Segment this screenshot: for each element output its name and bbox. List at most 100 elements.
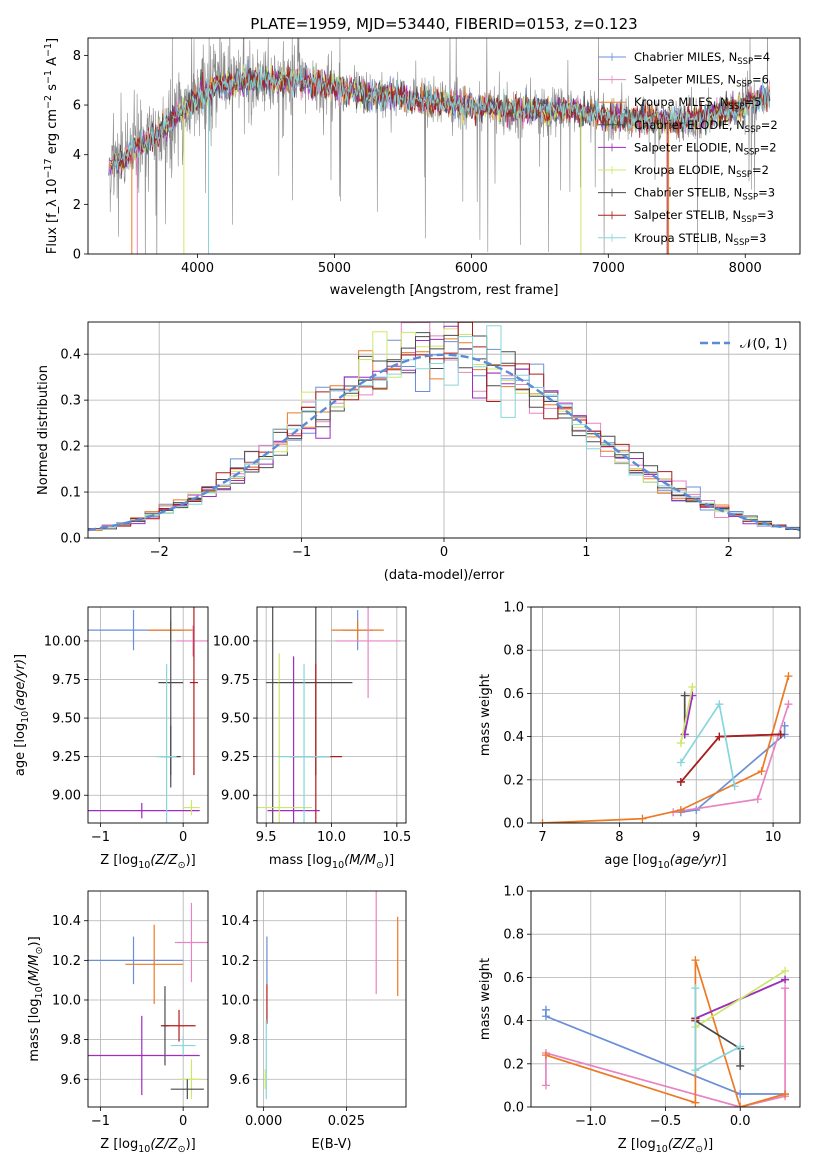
weight-marker-salpeter_miles: [753, 795, 762, 804]
weight-marker-kroupa_miles: [538, 819, 547, 823]
age_vs_mass-xtick-label: 10.0: [317, 830, 346, 845]
age_vs_Z-axes: −1 0 9.00 9.25 9.50 9.75 10.00 Z [log10​(Z/Z⊙​)…: [13, 606, 209, 871]
mass_vs_Z-frame: [87, 890, 209, 1108]
legend-label: Salpeter MILES, NSSP=6: [634, 73, 769, 90]
spectrum-xtick-label: 8000: [729, 261, 762, 276]
weight-marker-salpeter_stelib: [715, 732, 724, 741]
weight-marker-salpeter_elodie: [688, 691, 697, 700]
age_vs_mass-ytick-label: 9.75: [221, 673, 250, 688]
legend-label: Kroupa MILES, NSSP=5: [634, 95, 761, 112]
weight_vs_age-ytick-label: 0.6: [503, 687, 524, 702]
weight-marker-kroupa_miles: [784, 672, 793, 681]
mass_vs_Z-xtick-label: −1: [91, 1114, 110, 1129]
spectrum-xtick-label: 4000: [181, 261, 214, 276]
weight_vs_age-xlabel: age [log10​(age/yr)]: [604, 853, 726, 871]
weight-marker-kroupa_miles: [757, 767, 766, 776]
weight-marker-kroupa_elodie: [781, 966, 790, 975]
weight-marker-salpeter_miles: [781, 984, 790, 993]
mass_vs_ebv-ytick-label: 10.0: [221, 993, 250, 1008]
age_vs_Z-ytick-label: 9.50: [52, 712, 81, 727]
weight-marker-chabrier_stelib: [736, 1061, 745, 1070]
weight-marker-kroupa_miles: [541, 1051, 550, 1060]
residuals-legend-label: 𝒩(0, 1): [740, 337, 787, 352]
weight_vs_age-ylabel: mass weight: [478, 674, 493, 756]
residuals-plot-area: [88, 322, 800, 532]
legend-label: Chabrier MILES, NSSP=4: [634, 50, 770, 67]
legend-label: Salpeter STELIB, NSSP=3: [634, 208, 774, 225]
weight_vs_Z-xlabel: Z [log10​(Z/Z⊙​)]: [618, 1137, 713, 1155]
mass_vs_Z-xlabel: Z [log10​(Z/Z⊙​)]: [100, 1137, 195, 1155]
age_vs_mass-xtick-label: 10.5: [382, 830, 411, 845]
age_vs_mass-ytick-label: 9.25: [221, 750, 250, 765]
spectrum-xtick-label: 6000: [455, 261, 488, 276]
legend-label: Kroupa ELODIE, NSSP=2: [634, 163, 769, 180]
age_vs_Z-ytick-label: 9.00: [52, 789, 81, 804]
spectrum-ytick-label: 0: [73, 248, 81, 263]
mass_vs_Z-ytick-label: 9.6: [60, 1073, 81, 1088]
spectrum-axes: 4000 5000 6000 7000 8000 0 2 4 6 8 wavelength [Ang…: [43, 37, 801, 298]
weight-marker-kroupa_stelib: [691, 1066, 700, 1075]
weight-marker-salpeter_miles: [784, 700, 793, 709]
residuals-ytick-label: 0.3: [60, 394, 81, 409]
weight-marker-kroupa_stelib: [691, 984, 700, 993]
weight_vs_Z-ylabel: mass weight: [478, 958, 493, 1040]
weight_vs_age-ytick-label: 0.4: [503, 730, 524, 745]
mass_vs_ebv-axes: 0.000 0.025 9.6 9.8 10.0 10.2 10.4 E(B-V): [221, 890, 407, 1152]
weight-marker-salpeter_miles: [541, 1081, 550, 1090]
weight-marker-kroupa_miles: [736, 1103, 745, 1107]
weight_vs_age-ytick-label: 0.2: [503, 773, 524, 788]
weight_vs_age-ytick-label: 1.0: [503, 601, 524, 616]
residuals-axes: −2 −1 0 1 2 0.0 0.1 0.2 0.3 0.4 𝒩(0, 1) (data-model…: [36, 321, 801, 583]
mass_vs_ebv-xlabel: E(B-V): [311, 1137, 351, 1152]
age_vs_mass-xlabel: mass [log10​(M/M⊙​)]: [269, 853, 394, 871]
weight-marker-kroupa_miles: [691, 956, 700, 965]
weight_vs_age-xtick-label: 8: [615, 830, 623, 845]
weight_vs_age-ytick-label: 0.8: [503, 644, 524, 659]
age_vs_mass-ytick-label: 9.00: [221, 789, 250, 804]
mass_vs_ebv-ytick-label: 9.8: [229, 1033, 250, 1048]
weight-line-salpeter_miles: [545, 988, 786, 1107]
weight-marker-kroupa_stelib: [676, 758, 685, 767]
mass_vs_Z-xtick-label: 0: [179, 1114, 187, 1129]
mass_vs_ebv-ytick-label: 10.2: [221, 954, 250, 969]
residuals-xtick-label: 2: [725, 545, 733, 560]
mass_vs_Z-ytick-label: 10.4: [52, 914, 81, 929]
residuals-xtick-label: −2: [150, 545, 169, 560]
spectrum-frame: [87, 37, 801, 255]
residuals-xtick-label: −1: [292, 545, 311, 560]
spectrum-xtick-label: 7000: [592, 261, 625, 276]
residuals-ytick-label: 0.0: [60, 532, 81, 547]
age_vs_Z-frame: [87, 606, 209, 824]
weight-marker-kroupa_elodie: [688, 682, 697, 691]
spectrum-plot-area: [108, 38, 771, 254]
mass_vs_ebv-frame: [256, 890, 407, 1108]
weight_vs_Z-ytick-label: 0.0: [503, 1101, 524, 1116]
weight-line-kroupa_elodie: [694, 970, 786, 1028]
mass_vs_Z-ytick-label: 10.2: [52, 954, 81, 969]
age_vs_Z-ytick-label: 9.25: [52, 750, 81, 765]
weight_vs_age-xtick-label: 9: [692, 830, 700, 845]
spectrum-model-line-chabrier_stelib: [110, 68, 771, 170]
age_vs_mass-ytick-label: 10.00: [213, 634, 250, 649]
mass_vs_Z-axes: −1 0 9.6 9.8 10.0 10.2 10.4 Z [log10​(Z/Z⊙​)] ma…: [27, 890, 209, 1155]
spectrum-ytick-label: 2: [73, 198, 81, 213]
spectrum-legend: Chabrier MILES, NSSP=4 Salpeter MILES, NS…: [598, 50, 778, 248]
weight_vs_age-plot-area: [538, 672, 793, 823]
spectrum-ytick-label: 6: [73, 99, 81, 114]
figure-title: PLATE=1959, MJD=53440, FIBERID=0153, z=0…: [250, 15, 637, 33]
weight-marker-salpeter_stelib: [776, 730, 785, 739]
weight_vs_Z-plot-area: [541, 956, 790, 1107]
spectrum-xlabel: wavelength [Angstrom, rest frame]: [330, 283, 559, 298]
mass_vs_ebv-ytick-label: 9.6: [229, 1073, 250, 1088]
age_vs_Z-ylabel: age [log10​(age/yr)]: [13, 654, 31, 776]
weight-marker-kroupa_elodie: [676, 739, 685, 748]
weight-marker-salpeter_stelib: [676, 777, 685, 786]
weight_vs_Z-axes: −1.0 −0.5 0.0 0.0 0.2 0.4 0.6 0.8 1.0 Z [log10​(Z…: [478, 885, 801, 1155]
weight-line-salpeter_elodie: [683, 695, 694, 735]
weight-line-chabrier_miles: [680, 725, 786, 814]
weight_vs_age-axes: 7 8 9 10 0.0 0.2 0.4 0.6 0.8 1.0 age [log10​(age/y…: [478, 601, 801, 871]
age_vs_mass-frame: [256, 606, 407, 824]
weight-marker-salpeter_elodie: [781, 975, 790, 984]
weight_vs_Z-ytick-label: 1.0: [503, 885, 524, 900]
